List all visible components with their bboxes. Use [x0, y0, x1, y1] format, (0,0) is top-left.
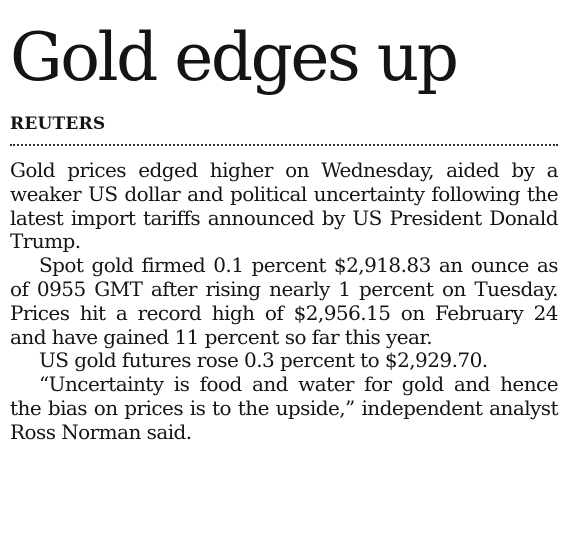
dotted-divider [10, 144, 558, 146]
paragraph-3: US gold futures rose 0.3 percent to $2,9… [39, 348, 488, 373]
article-body: Gold prices edged higher on Wednesday, a… [10, 158, 559, 445]
headline: Gold edges up [10, 19, 459, 96]
paragraph-4: “Uncertainty is food and water for gold … [10, 372, 559, 444]
paragraph-2: Spot gold firmed 0.1 percent $2,918.83 a… [10, 253, 559, 349]
news-article: Gold edges up REUTERS Gold prices edged … [10, 0, 559, 445]
byline: REUTERS [10, 114, 106, 134]
paragraph-1: Gold prices edged higher on Wednesday, a… [10, 158, 559, 254]
